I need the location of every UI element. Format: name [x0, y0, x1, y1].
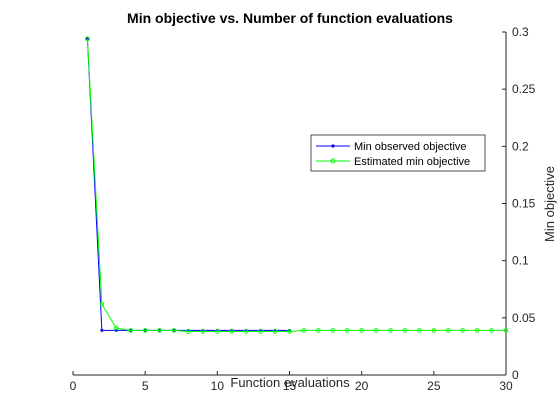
y-tick-label: 0.2: [512, 139, 529, 153]
data-point: [243, 329, 249, 334]
series-line-0: [86, 38, 290, 331]
y-tick-label: 0.3: [512, 25, 529, 39]
data-point: [142, 328, 148, 333]
y-tick-label: 0.15: [512, 197, 536, 211]
y-tick-label: 0.25: [512, 82, 536, 96]
x-tick-label: 20: [355, 379, 369, 393]
x-tick-label: 5: [142, 379, 149, 393]
data-point: [431, 328, 437, 333]
chart-title: Min objective vs. Number of function eva…: [127, 10, 453, 26]
data-point: [489, 328, 494, 333]
data-point: [200, 329, 206, 334]
data-point: [287, 329, 292, 334]
data-point: [388, 328, 393, 333]
legend-marker-min-observed: [331, 144, 335, 148]
x-tick-label: 10: [211, 379, 225, 393]
data-point: [128, 328, 134, 333]
axes: [73, 32, 507, 376]
x-tick-label: 0: [70, 379, 77, 393]
data-point: [215, 329, 220, 334]
data-point: [186, 329, 191, 334]
y-axis-label: Min objective: [542, 166, 557, 242]
data-point: [445, 328, 451, 333]
x-axis-label: Function evaluations: [230, 375, 350, 390]
legend-label-min-observed: Min observed objective: [354, 141, 467, 153]
data-point: [359, 328, 364, 333]
data-point: [316, 328, 321, 333]
data-point: [503, 328, 509, 333]
data-point: [157, 328, 162, 333]
data-point: [330, 328, 336, 333]
data-point: [460, 328, 466, 333]
data-point: [474, 328, 480, 333]
data-point: [301, 328, 307, 333]
series: [85, 36, 509, 334]
data-point: [258, 329, 263, 334]
data-point: [99, 301, 105, 307]
data-point: [344, 328, 350, 333]
data-point: [114, 325, 119, 331]
data-point: [402, 328, 408, 333]
data-point: [229, 329, 235, 334]
x-tick-label: 15: [283, 379, 297, 393]
legend-marker-estimated: [330, 158, 336, 164]
data-point: [373, 328, 379, 333]
legend-box: [310, 134, 486, 172]
y-tick-label: 0.1: [512, 254, 529, 268]
legend-label-estimated: Estimated min objective: [354, 156, 470, 168]
x-tick-label: 25: [427, 379, 441, 393]
data-point: [417, 328, 422, 333]
data-point: [272, 329, 278, 334]
legend: Min observed objective Estimated min obj…: [310, 134, 486, 172]
data-point: [171, 328, 177, 333]
series-line-1: [86, 38, 506, 333]
data-point: [85, 36, 90, 42]
y-tick-label: 0.05: [512, 311, 536, 325]
data-point: [100, 328, 104, 332]
x-tick-label: 30: [499, 379, 513, 393]
y-tick-label: 0: [512, 368, 519, 382]
